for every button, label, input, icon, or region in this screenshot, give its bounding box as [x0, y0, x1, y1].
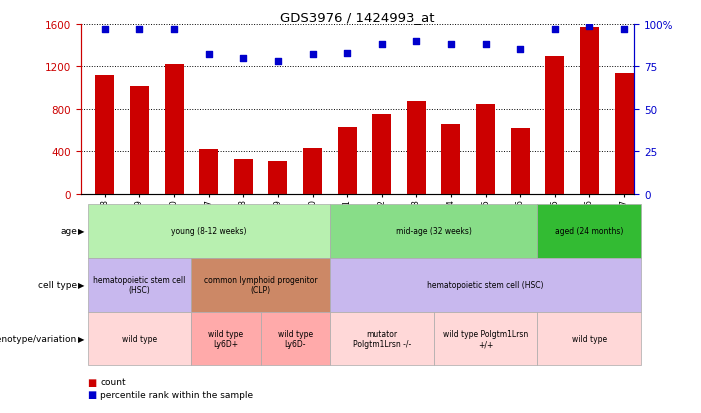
Bar — [580, 28, 599, 194]
Point — [618, 26, 629, 33]
Point — [272, 59, 283, 65]
Text: wild type Polgtm1Lrsn
+/+: wild type Polgtm1Lrsn +/+ — [443, 329, 528, 348]
Text: ▶: ▶ — [78, 227, 84, 236]
Point — [480, 42, 491, 48]
Bar — [303, 149, 322, 194]
Text: hematopoietic stem cell (HSC): hematopoietic stem cell (HSC) — [428, 280, 544, 290]
Text: wild type
Ly6D-: wild type Ly6D- — [278, 329, 313, 348]
Point — [100, 26, 111, 33]
Bar — [442, 124, 461, 194]
Bar — [510, 128, 530, 194]
Text: age: age — [60, 227, 77, 236]
Text: count: count — [100, 377, 126, 387]
Title: GDS3976 / 1424993_at: GDS3976 / 1424993_at — [280, 11, 435, 24]
Point — [411, 38, 422, 45]
Point — [549, 26, 560, 33]
Text: mid-age (32 weeks): mid-age (32 weeks) — [396, 227, 472, 236]
Point — [515, 47, 526, 53]
Bar — [95, 76, 114, 194]
Text: common lymphoid progenitor
(CLP): common lymphoid progenitor (CLP) — [204, 275, 318, 294]
Point — [584, 23, 595, 30]
Text: wild type: wild type — [572, 334, 607, 343]
Bar — [268, 161, 287, 194]
Text: young (8-12 weeks): young (8-12 weeks) — [171, 227, 247, 236]
Point — [341, 50, 353, 57]
Point — [307, 52, 318, 59]
Text: wild type
Ly6D+: wild type Ly6D+ — [208, 329, 243, 348]
Point — [203, 52, 215, 59]
Text: mutator
Polgtm1Lrsn -/-: mutator Polgtm1Lrsn -/- — [353, 329, 411, 348]
Text: ■: ■ — [88, 377, 97, 387]
Point — [168, 26, 179, 33]
Text: cell type: cell type — [38, 280, 77, 290]
Bar — [372, 115, 391, 194]
Text: wild type: wild type — [122, 334, 157, 343]
Text: hematopoietic stem cell
(HSC): hematopoietic stem cell (HSC) — [93, 275, 186, 294]
Text: genotype/variation: genotype/variation — [0, 334, 77, 343]
Point — [445, 42, 456, 48]
Bar — [130, 87, 149, 194]
Bar — [407, 102, 426, 194]
Bar — [233, 159, 253, 194]
Bar — [338, 128, 357, 194]
Point — [376, 42, 388, 48]
Text: aged (24 months): aged (24 months) — [555, 227, 624, 236]
Text: percentile rank within the sample: percentile rank within the sample — [100, 390, 253, 399]
Point — [134, 26, 145, 33]
Bar — [165, 65, 184, 194]
Text: ▶: ▶ — [78, 280, 84, 290]
Bar — [615, 74, 634, 194]
Text: ■: ■ — [88, 389, 97, 399]
Bar — [476, 105, 495, 194]
Bar — [545, 57, 564, 194]
Point — [238, 55, 249, 62]
Bar — [199, 150, 218, 194]
Text: ▶: ▶ — [78, 334, 84, 343]
